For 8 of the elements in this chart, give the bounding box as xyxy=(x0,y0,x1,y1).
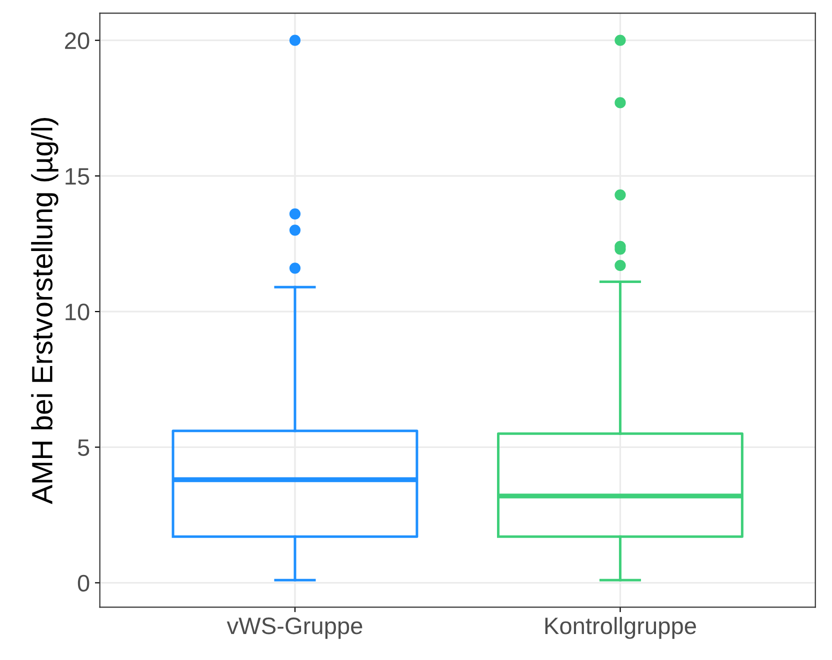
x-tick-label: Kontrollgruppe xyxy=(545,616,696,639)
x-tick-label: vWS-Gruppe xyxy=(226,618,362,639)
y-tick-label: 0 xyxy=(78,574,90,592)
y-tick-label: 5 xyxy=(78,439,90,456)
y-tick-label: 10 xyxy=(66,304,90,320)
y-tick-label: 15 xyxy=(66,168,90,185)
y-axis-title: AMH bei Erstvorstellung (µg/l) xyxy=(31,118,58,504)
y-tick-label: 20 xyxy=(65,32,90,50)
